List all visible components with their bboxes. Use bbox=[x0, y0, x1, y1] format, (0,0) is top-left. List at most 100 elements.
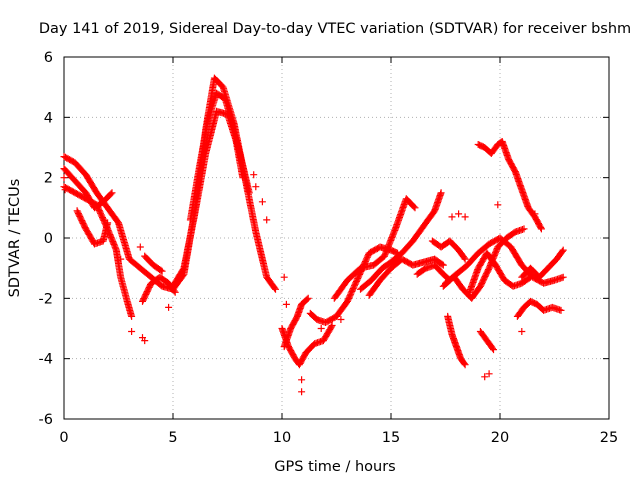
data-layer bbox=[60, 74, 567, 396]
series-track-p bbox=[428, 237, 469, 263]
y-tick-label: -6 bbox=[39, 412, 53, 428]
series-track-j bbox=[280, 294, 312, 351]
series-track-u bbox=[474, 138, 545, 233]
data-point bbox=[531, 210, 539, 218]
data-point bbox=[537, 224, 545, 232]
data-point bbox=[438, 260, 446, 268]
data-point bbox=[245, 189, 253, 197]
data-point bbox=[327, 323, 335, 331]
x-tick-label: 20 bbox=[491, 430, 509, 446]
axis-ticks: 0 5 10 15 20 25 -6 -4 -2 0 2 4 6 bbox=[39, 50, 619, 446]
data-point bbox=[60, 174, 68, 182]
data-point bbox=[337, 316, 345, 323]
data-point bbox=[157, 266, 165, 274]
data-point bbox=[559, 246, 567, 254]
data-point bbox=[455, 210, 463, 218]
data-point bbox=[303, 295, 311, 303]
data-point bbox=[258, 198, 266, 206]
data-point bbox=[525, 274, 533, 282]
data-point bbox=[520, 225, 528, 233]
data-point bbox=[136, 243, 144, 251]
data-point bbox=[410, 203, 418, 211]
data-point bbox=[439, 261, 447, 269]
data-point bbox=[489, 344, 496, 352]
data-point bbox=[298, 376, 306, 384]
x-axis-label: GPS time / hours bbox=[274, 459, 395, 475]
data-point bbox=[460, 254, 468, 262]
y-tick-label: 0 bbox=[44, 231, 53, 247]
data-point bbox=[128, 312, 136, 320]
series-track-n bbox=[365, 255, 447, 299]
data-point bbox=[280, 273, 288, 281]
x-tick-label: 5 bbox=[168, 430, 177, 446]
data-point bbox=[448, 213, 456, 221]
data-point bbox=[558, 247, 566, 255]
series-track-l bbox=[330, 195, 419, 302]
data-point bbox=[282, 300, 290, 308]
data-point bbox=[494, 201, 502, 209]
data-point bbox=[61, 186, 69, 194]
data-point bbox=[171, 288, 179, 296]
x-tick-label: 15 bbox=[382, 430, 400, 446]
series-track-w bbox=[476, 328, 497, 354]
data-point bbox=[304, 294, 312, 302]
y-tick-label: 6 bbox=[44, 50, 53, 66]
data-point bbox=[537, 225, 545, 233]
series-track-d bbox=[73, 207, 112, 248]
series-track-k bbox=[306, 243, 401, 326]
x-tick-label: 25 bbox=[600, 430, 618, 446]
data-point bbox=[328, 322, 336, 329]
data-point bbox=[252, 183, 260, 191]
data-point bbox=[527, 273, 534, 281]
y-tick-label: -4 bbox=[39, 352, 53, 368]
series-track-f bbox=[141, 252, 166, 275]
data-point bbox=[317, 325, 325, 332]
outlier-points bbox=[60, 171, 539, 396]
chart-title: Day 141 of 2019, Sidereal Day-to-day VTE… bbox=[39, 21, 631, 37]
data-point bbox=[485, 370, 493, 378]
data-point bbox=[250, 171, 258, 179]
y-axis-label: SDTVAR / TECUs bbox=[7, 179, 23, 298]
data-point bbox=[158, 267, 166, 275]
data-point bbox=[107, 190, 115, 198]
series-track-g bbox=[169, 107, 253, 290]
data-point bbox=[461, 213, 469, 221]
data-point bbox=[437, 189, 445, 197]
series-track-h bbox=[186, 89, 247, 224]
series-track-r bbox=[444, 312, 469, 369]
series-track-x bbox=[513, 297, 565, 320]
data-point bbox=[263, 216, 271, 224]
series-track-c bbox=[60, 165, 116, 212]
data-point bbox=[117, 255, 125, 263]
series-track-t bbox=[450, 225, 528, 302]
y-tick-label: 4 bbox=[44, 110, 53, 126]
data-point bbox=[239, 174, 247, 182]
data-point bbox=[165, 303, 173, 311]
data-point bbox=[298, 388, 306, 396]
x-tick-label: 0 bbox=[59, 430, 68, 446]
x-tick-label: 10 bbox=[273, 430, 291, 446]
data-point bbox=[272, 285, 279, 293]
data-point bbox=[490, 346, 497, 354]
data-point bbox=[460, 360, 468, 367]
series-track-m bbox=[357, 189, 445, 293]
data-point bbox=[128, 328, 136, 335]
y-tick-label: 2 bbox=[44, 171, 53, 187]
data-point bbox=[461, 361, 469, 369]
data-point bbox=[461, 255, 469, 263]
series-track-v bbox=[466, 249, 534, 296]
data-point bbox=[518, 328, 526, 335]
data-point bbox=[104, 219, 112, 227]
y-tick-label: -2 bbox=[39, 291, 53, 307]
data-point bbox=[557, 306, 565, 314]
grid bbox=[64, 57, 609, 419]
data-point bbox=[170, 287, 178, 295]
data-point bbox=[271, 284, 279, 292]
series-track-y bbox=[518, 246, 567, 281]
data-point bbox=[411, 204, 419, 212]
data-point bbox=[141, 337, 149, 345]
data-point bbox=[481, 373, 489, 381]
data-point bbox=[559, 273, 567, 281]
data-point bbox=[108, 189, 116, 197]
